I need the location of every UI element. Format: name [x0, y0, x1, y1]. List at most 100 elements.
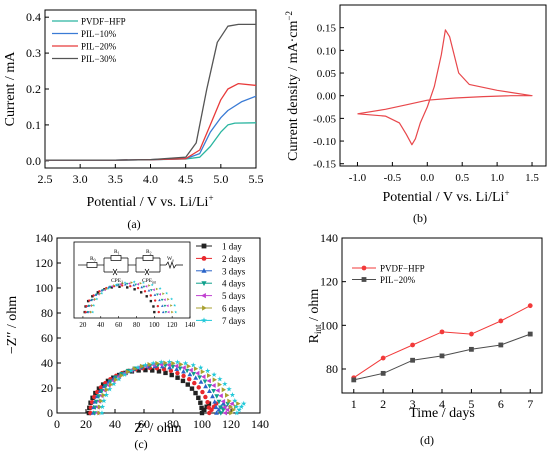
inset-point	[150, 283, 154, 287]
data-point	[229, 401, 234, 406]
data-point	[171, 360, 176, 366]
data-point	[225, 392, 230, 398]
data-point	[99, 410, 105, 416]
data-point	[469, 331, 474, 337]
legend-label: 4 days	[222, 279, 246, 289]
inset-point	[153, 293, 157, 296]
data-point	[410, 357, 415, 363]
x-tick-label: 100	[193, 417, 211, 431]
inset-point	[100, 291, 104, 295]
inset-point	[94, 293, 97, 296]
inset-point	[157, 310, 160, 314]
inset-point	[142, 281, 145, 284]
inset-point	[161, 310, 165, 314]
data-point	[203, 383, 208, 389]
x-tick-label: 60	[138, 417, 150, 431]
legend-marker	[202, 305, 207, 311]
data-point	[226, 386, 232, 392]
circuit-label: CPEint	[142, 278, 157, 285]
legend-marker	[201, 281, 207, 287]
data-point	[196, 395, 201, 400]
inset-point	[142, 285, 146, 289]
inset-point	[166, 304, 169, 308]
inset-point	[148, 284, 151, 287]
x-tick-label: 3.5	[108, 172, 123, 186]
y-tick-label: 140	[35, 231, 53, 245]
data-point	[174, 366, 180, 371]
inset-point	[127, 282, 131, 285]
data-point	[128, 368, 134, 374]
y-tick-label: 0.15	[317, 23, 337, 35]
data-point	[100, 382, 106, 387]
inset-point	[92, 294, 95, 297]
legend-label: PIL−30%	[81, 54, 117, 64]
inset-point	[114, 283, 118, 287]
data-point	[380, 355, 386, 361]
inset-point	[100, 289, 103, 292]
y-tick-label: 120	[35, 256, 53, 270]
inset-point	[106, 286, 110, 290]
inset-point	[88, 299, 91, 302]
y-tick-label: 80	[41, 306, 53, 320]
plot-frame	[56, 237, 261, 414]
inset-point	[123, 281, 127, 284]
data-point	[125, 369, 131, 375]
inset-tick-label: 40	[97, 321, 105, 329]
series-line	[353, 305, 531, 379]
legend-label: PIL−10%	[81, 29, 117, 39]
inset-point	[134, 283, 137, 286]
inset-point	[126, 286, 129, 289]
data-point	[199, 405, 204, 411]
data-point	[179, 362, 184, 367]
data-point	[229, 410, 234, 416]
inset-point	[92, 303, 96, 307]
inset-point	[147, 289, 151, 292]
legend-label: PIL−20%	[81, 42, 117, 52]
x-axis-label: Potential / V vs. Li/Li+	[382, 188, 509, 205]
data-point	[215, 388, 220, 393]
data-point	[236, 407, 242, 413]
data-point	[175, 370, 180, 376]
panel-label: (b)	[413, 211, 427, 225]
inset-point	[165, 291, 169, 295]
data-point	[351, 377, 357, 383]
y-axis-label: −Z′′ / ohm	[5, 296, 20, 354]
data-point	[241, 400, 247, 406]
parallel-branch	[103, 257, 129, 273]
data-point	[217, 376, 223, 382]
inset-point	[110, 286, 113, 289]
inset-point	[156, 293, 159, 296]
data-point	[214, 410, 219, 415]
inset-point	[108, 285, 112, 289]
legend-label: 2 days	[222, 254, 246, 264]
data-point	[198, 364, 204, 370]
data-point	[212, 377, 217, 383]
data-point	[527, 303, 533, 309]
data-point	[224, 407, 230, 413]
data-point	[181, 365, 186, 371]
inset-point	[120, 284, 124, 287]
inset-point	[158, 286, 162, 290]
x-tick-label: 2.5	[38, 172, 53, 186]
data-point	[191, 371, 196, 377]
data-point	[231, 407, 236, 413]
inset-point	[84, 310, 87, 314]
y-axis-label: Current / mA	[3, 51, 18, 127]
x-tick-label: 0	[54, 417, 60, 431]
data-point	[175, 375, 180, 380]
data-point	[195, 370, 200, 376]
legend-label: 6 days	[222, 304, 246, 314]
data-point	[206, 378, 211, 384]
circuit-label: CPE1	[111, 278, 123, 285]
data-point	[228, 404, 234, 410]
y-tick-label: 60	[41, 331, 53, 345]
data-point	[119, 373, 124, 378]
warburg-symbol	[165, 260, 183, 270]
y-tick-label: 0	[47, 406, 53, 420]
data-point	[180, 378, 186, 384]
inset-point	[113, 284, 116, 287]
data-point	[168, 368, 174, 374]
inset-point	[156, 304, 160, 308]
inset-point	[119, 282, 122, 286]
inset-point	[158, 293, 161, 296]
